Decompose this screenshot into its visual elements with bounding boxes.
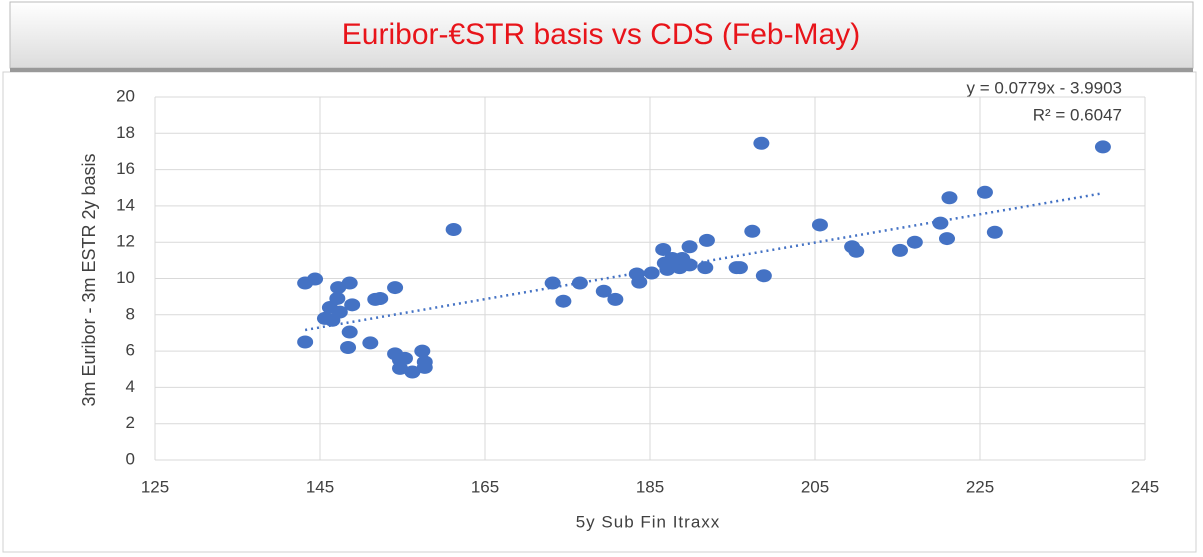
point <box>811 218 828 232</box>
x-axis-label: 5y Sub Fin Itraxx <box>576 512 721 531</box>
y-tick-label: 12 <box>116 232 135 251</box>
point <box>848 244 865 258</box>
y-tick-label: 10 <box>116 268 135 287</box>
point <box>643 266 660 280</box>
x-tick-label: 245 <box>1131 477 1159 496</box>
y-tick-label: 6 <box>126 341 135 360</box>
point <box>329 291 346 305</box>
point <box>341 325 358 339</box>
point <box>555 294 572 308</box>
point <box>986 225 1003 239</box>
point <box>753 136 770 150</box>
point <box>414 344 431 358</box>
point <box>906 235 923 249</box>
point <box>607 292 624 306</box>
point <box>698 233 715 247</box>
y-tick-label: 4 <box>126 377 135 396</box>
point <box>932 216 949 230</box>
point <box>362 336 379 350</box>
trend-r2: R² = 0.6047 <box>1033 105 1122 124</box>
point <box>631 275 648 289</box>
y-tick-label: 2 <box>126 413 135 432</box>
point <box>755 269 772 283</box>
point <box>976 185 993 199</box>
point <box>340 340 357 354</box>
point <box>396 351 413 365</box>
x-tick-label: 225 <box>966 477 994 496</box>
point <box>681 258 698 272</box>
title-shadow <box>10 68 1193 72</box>
x-tick-label: 165 <box>471 477 499 496</box>
point <box>416 360 433 374</box>
y-tick-label: 14 <box>116 195 135 214</box>
y-tick-label: 8 <box>126 304 135 323</box>
point <box>387 281 404 295</box>
point <box>544 276 561 290</box>
point <box>404 365 421 379</box>
x-tick-label: 145 <box>306 477 334 496</box>
point <box>595 284 612 298</box>
y-axis-label: 3m Euribor - 3m ESTR 2y basis <box>79 153 99 406</box>
point <box>744 224 761 238</box>
point <box>571 276 588 290</box>
point <box>891 243 908 257</box>
point <box>941 191 958 205</box>
trend-equation: y = 0.0779x - 3.9903 <box>967 78 1122 97</box>
x-tick-label: 185 <box>636 477 664 496</box>
point <box>344 298 361 312</box>
chart-title: Euribor-€STR basis vs CDS (Feb-May) <box>342 18 860 51</box>
y-tick-label: 18 <box>116 123 135 142</box>
y-tick-label: 0 <box>126 449 135 468</box>
x-tick-label: 205 <box>801 477 829 496</box>
point <box>331 305 348 319</box>
point <box>341 276 358 290</box>
point <box>372 291 389 305</box>
point <box>681 240 698 254</box>
point <box>1094 140 1111 154</box>
point <box>297 335 314 349</box>
x-tick-label: 125 <box>141 477 169 496</box>
point <box>731 261 748 275</box>
point <box>655 242 672 256</box>
point <box>445 222 462 236</box>
point <box>697 261 714 275</box>
y-tick-label: 16 <box>116 159 135 178</box>
y-tick-label: 20 <box>116 86 135 105</box>
point <box>939 232 955 246</box>
point <box>392 361 409 375</box>
point <box>307 272 324 286</box>
title-box <box>9 1 1194 69</box>
chart-frame <box>2 71 1197 553</box>
